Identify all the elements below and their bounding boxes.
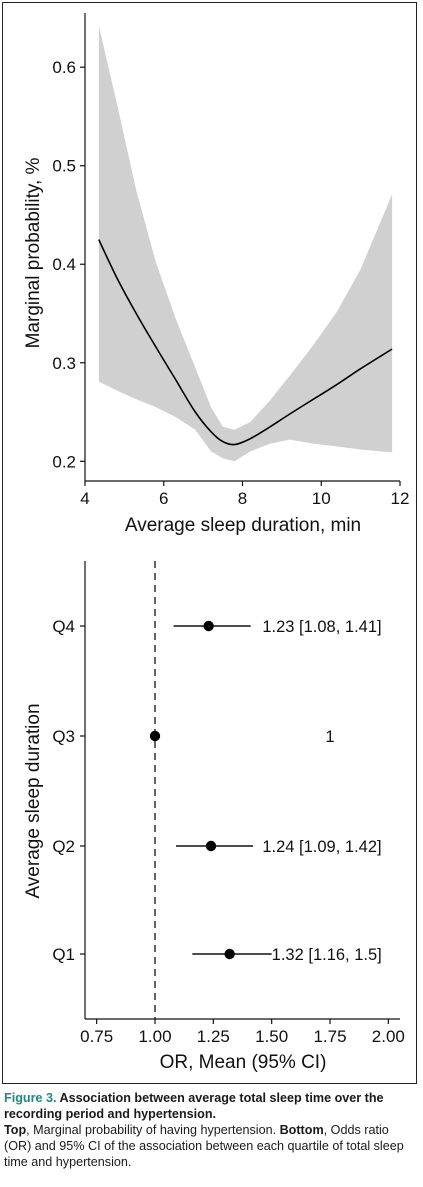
odds-ratio-forest-plot: 1.23 [1.08, 1.41] Q4 1 Q3 1.24 [1.09, 1.42] Q… — [23, 561, 405, 1073]
x-axis-title: OR, Mean (95% CI) — [160, 1052, 327, 1073]
caption-bottom-text: , Odds ratio (OR) and 95% CI of the asso… — [4, 1123, 404, 1169]
x-tick-label: 6 — [159, 489, 168, 508]
y-axis-title: Average sleep duration — [23, 703, 44, 898]
y-tick-label: 0.3 — [52, 354, 76, 373]
x-tick-label: 12 — [391, 489, 410, 508]
marginal-probability-chart: 0.2 0.3 0.4 0.5 0.6 4 6 8 10 12 Average sleep dura… — [23, 13, 410, 536]
figure-label: Figure 3. — [4, 1091, 57, 1105]
x-tick-label: 1.50 — [255, 1027, 288, 1046]
x-tick-label: 1.75 — [313, 1027, 346, 1046]
or-point-q2 — [205, 840, 217, 852]
y-axis-title: Marginal probability, % — [23, 158, 44, 349]
x-tick-label: 2.00 — [372, 1027, 405, 1046]
or-value-label: 1.24 [1.09, 1.42] — [262, 838, 381, 856]
x-tick-label: 0.75 — [80, 1027, 113, 1046]
y-tick-label: Q2 — [52, 837, 75, 856]
x-tick-label: 10 — [312, 489, 331, 508]
y-tick-label: Q4 — [52, 617, 75, 636]
y-tick-label: 0.5 — [52, 157, 76, 176]
x-tick-label: 4 — [80, 489, 89, 508]
or-value-label: 1.23 [1.08, 1.41] — [262, 618, 381, 636]
caption-bottom-label: Bottom — [279, 1123, 324, 1137]
or-point-q3 — [149, 730, 161, 742]
x-axis-title: Average sleep duration, min — [125, 515, 361, 536]
y-tick-label: 0.6 — [52, 58, 76, 77]
or-point-q1 — [224, 948, 235, 960]
confidence-band — [98, 25, 393, 462]
x-tick-label: 1.00 — [138, 1027, 171, 1046]
figure-frame: 0.2 0.3 0.4 0.5 0.6 4 6 8 10 12 Average sleep dura… — [2, 2, 417, 1084]
y-tick-label: 0.4 — [52, 255, 76, 274]
marginal-probability-line — [98, 239, 393, 446]
figure-title: Association between average total sleep … — [4, 1091, 384, 1121]
or-value-label: 1 — [325, 728, 334, 746]
caption-top-label: Top — [4, 1123, 27, 1137]
or-value-label: 1.32 [1.16, 1.5] — [272, 946, 382, 964]
x-tick-label: 8 — [238, 489, 247, 508]
caption-top-text: , Marginal probability of having hyperte… — [26, 1123, 280, 1137]
y-tick-label: 0.2 — [52, 452, 76, 471]
y-tick-label: Q1 — [52, 945, 75, 964]
x-tick-label: 1.25 — [197, 1027, 230, 1046]
or-point-q4 — [203, 620, 214, 632]
figure-caption: Figure 3. Association between average to… — [4, 1090, 419, 1170]
y-tick-label: Q3 — [52, 727, 75, 746]
